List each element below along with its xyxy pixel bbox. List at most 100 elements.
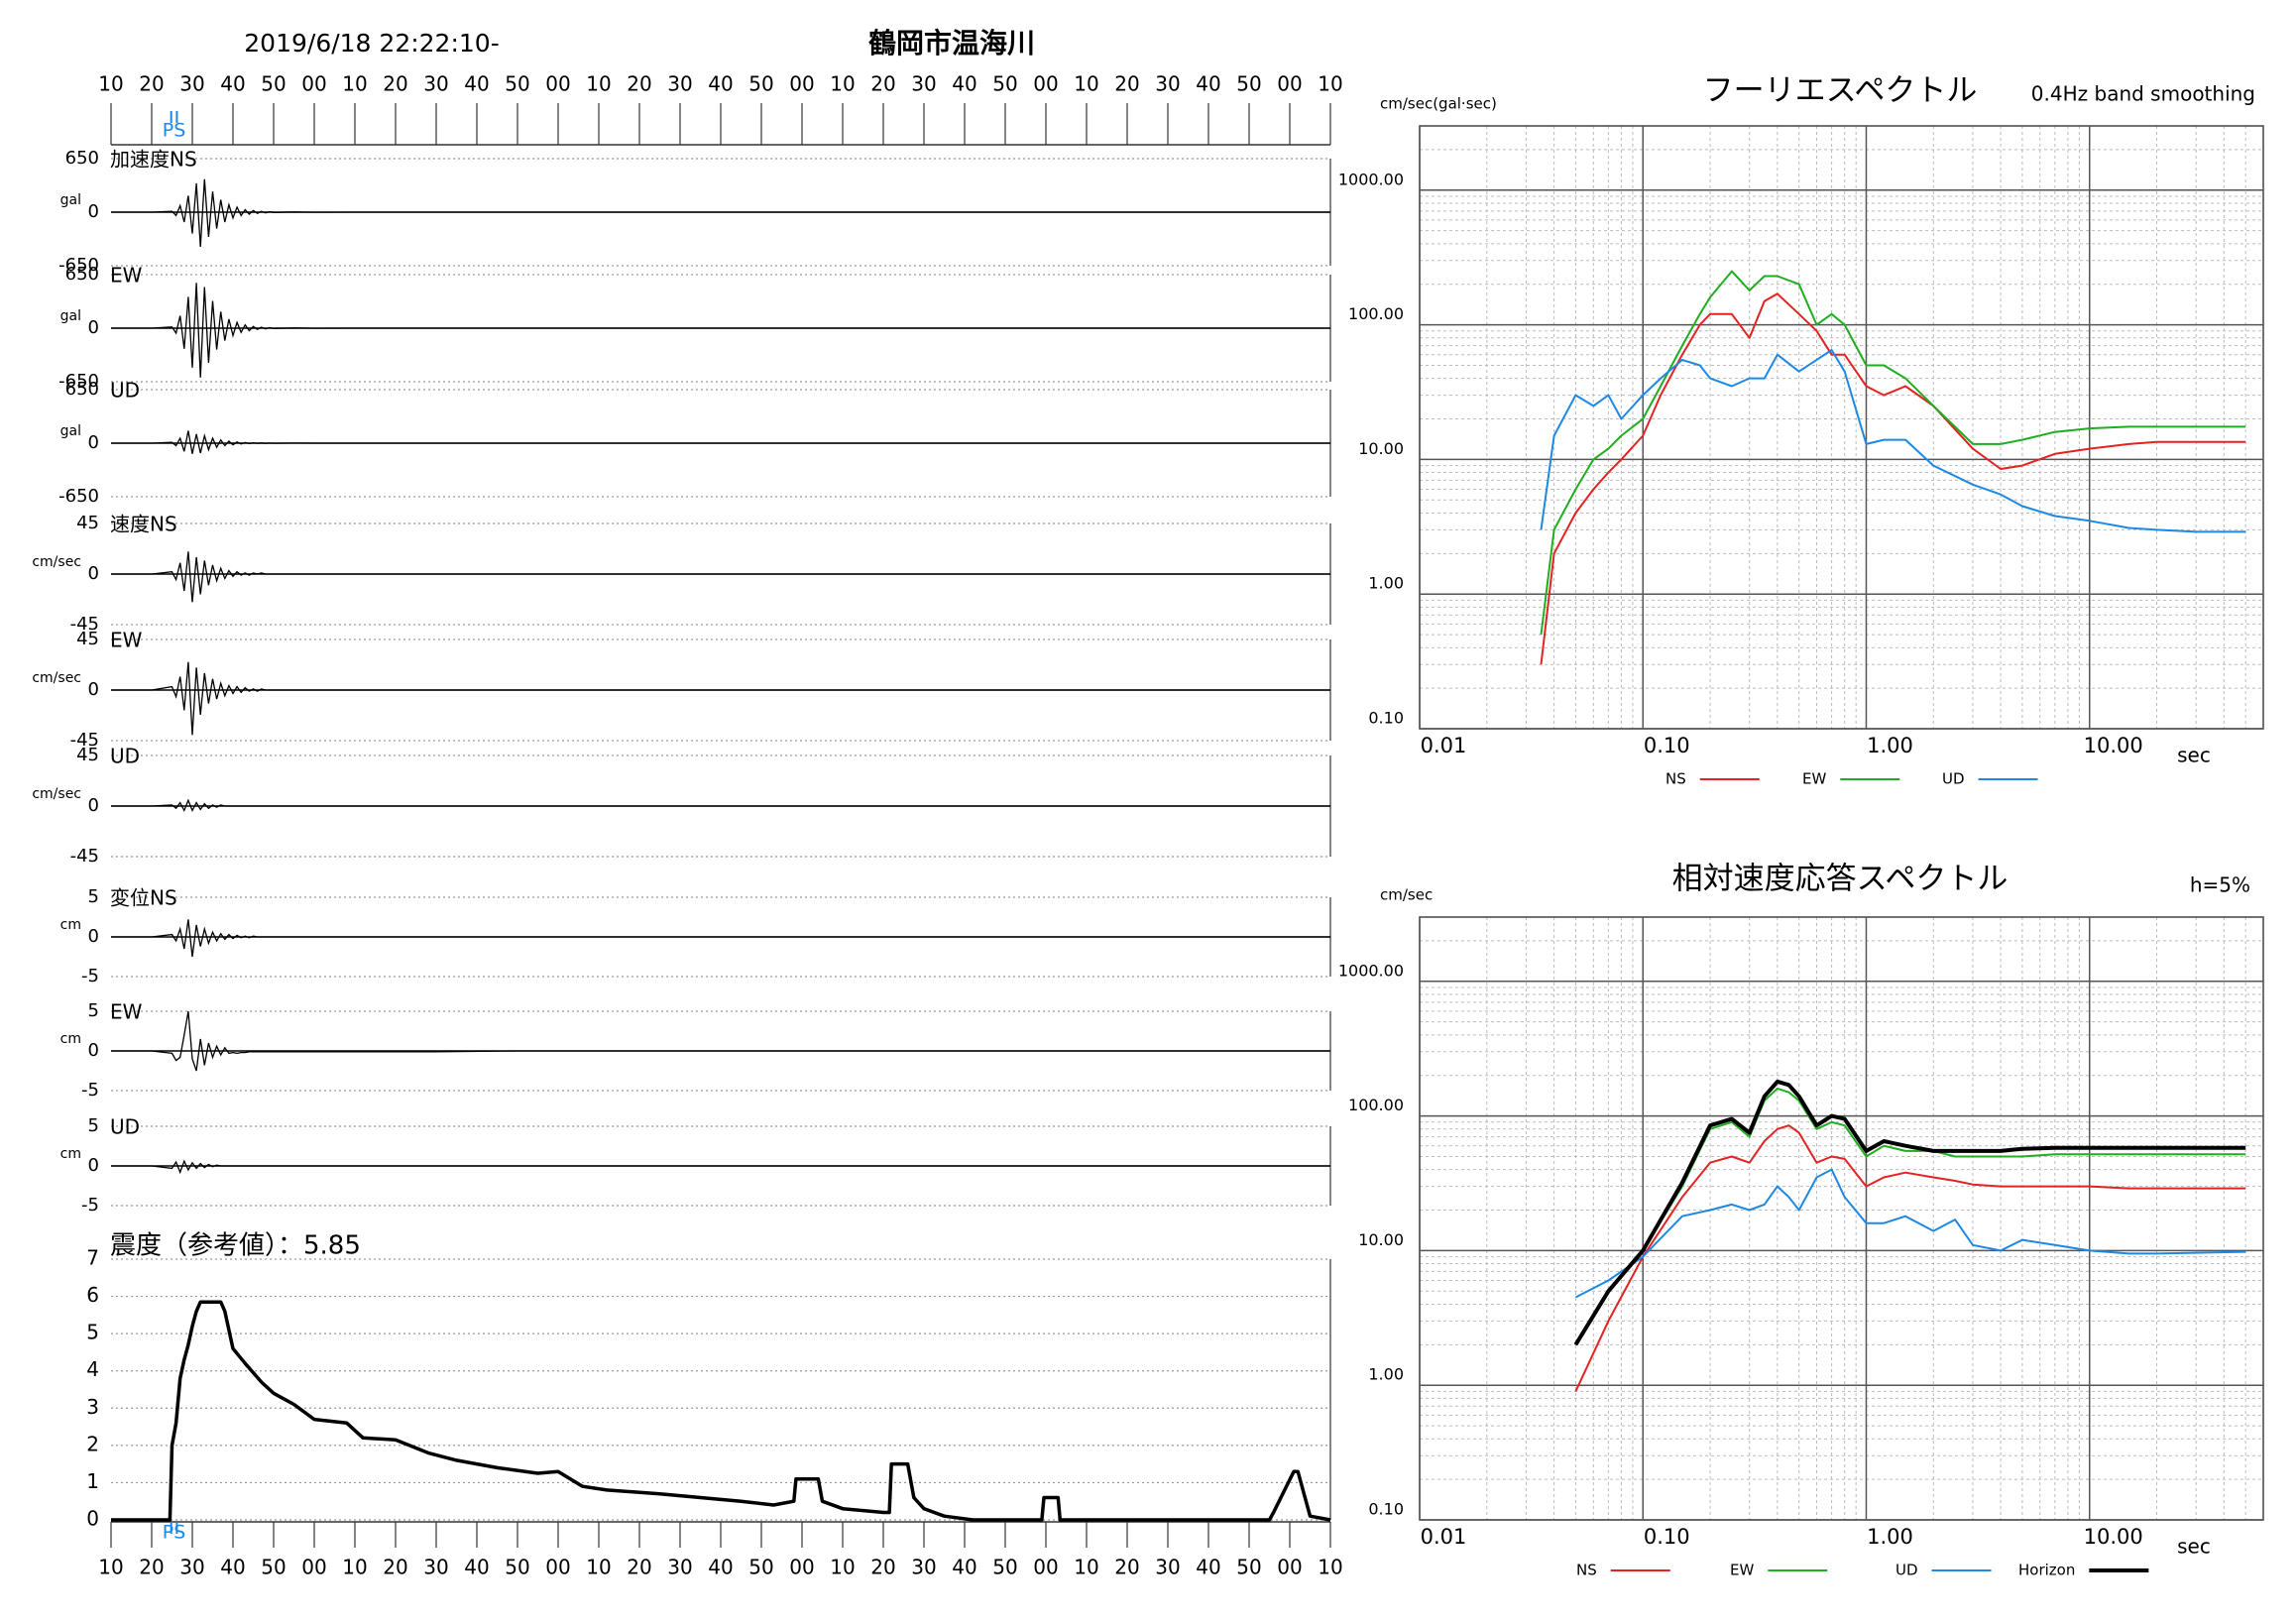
time-tick-label: 40: [952, 72, 976, 96]
series-line: [1540, 270, 2246, 636]
y-tick-label: 1.00: [1368, 1365, 1404, 1384]
panel-label: UD: [110, 379, 140, 403]
time-tick-label: 00: [789, 72, 814, 96]
start-time: 2019/6/18 22:22:10-: [244, 29, 499, 58]
time-tick-label: 20: [870, 1556, 895, 1579]
response-title: 相対速度応答スペクトル: [1672, 862, 2009, 897]
y-tick-label: 45: [76, 513, 99, 533]
time-tick-label: 00: [545, 1556, 570, 1579]
y-tick-label: 2: [86, 1432, 99, 1455]
unit-label: cm/sec: [32, 670, 81, 686]
time-tick-label: 30: [911, 1556, 936, 1579]
time-tick-label: 50: [748, 1556, 773, 1579]
time-tick-label: 10: [98, 1556, 123, 1579]
legend-label: UD: [1895, 1562, 1918, 1579]
time-tick-label: 10: [1074, 72, 1098, 96]
time-tick-label: 50: [261, 1556, 286, 1579]
time-tick-label: 40: [464, 72, 489, 96]
x-tick-label: 0.01: [1421, 1525, 1467, 1549]
x-tick-label: 10.00: [2084, 734, 2143, 757]
time-tick-label: 30: [911, 72, 936, 96]
time-tick-label: 30: [179, 72, 204, 96]
unit-label: gal: [60, 192, 81, 208]
waveform: [111, 798, 1330, 813]
time-tick-label: 20: [139, 72, 164, 96]
time-tick-label: 00: [1033, 72, 1058, 96]
time-tick-label: 00: [789, 1556, 814, 1579]
time-tick-label: 00: [1277, 72, 1302, 96]
time-tick-label: 40: [952, 1556, 976, 1579]
y-tick-label: 100.00: [1348, 304, 1404, 323]
time-tick-label: 00: [1033, 1556, 1058, 1579]
time-tick-label: 30: [667, 1556, 692, 1579]
time-tick-label: 30: [1155, 72, 1180, 96]
time-tick-label: 20: [627, 72, 651, 96]
legend-label: Horizon: [2018, 1562, 2075, 1579]
y-tick-label: 0: [88, 432, 99, 453]
x-tick-label: 0.01: [1421, 734, 1467, 757]
panel-label: EW: [110, 1000, 143, 1024]
x-tick-label: 10.00: [2084, 1525, 2143, 1549]
waveform: [111, 661, 1330, 736]
y-tick-label: 0: [88, 1040, 99, 1061]
panel-label: 変位NS: [110, 886, 177, 910]
waveform: [111, 551, 1330, 603]
unit-label: gal: [60, 308, 81, 324]
y-tick-label: -5: [81, 1080, 99, 1101]
unit-label: cm: [60, 917, 81, 933]
fourier-y-label: cm/sec(gal·sec): [1380, 95, 1497, 113]
time-tick-label: 50: [748, 72, 773, 96]
y-tick-label: 10.00: [1358, 1230, 1404, 1249]
panel-label: EW: [110, 264, 143, 288]
time-tick-label: 10: [586, 1556, 611, 1579]
y-tick-label: 45: [76, 629, 99, 649]
fourier-subtitle: 0.4Hz band smoothing: [2031, 82, 2255, 106]
y-tick-label: 10.00: [1358, 439, 1404, 458]
panel-label: 加速度NS: [110, 148, 197, 172]
fourier-title: フーリエスペクトル: [1703, 73, 1978, 109]
time-tick-label: 10: [586, 72, 611, 96]
time-tick-label: 10: [1318, 1556, 1342, 1579]
y-tick-label: 0.10: [1368, 709, 1404, 728]
intensity-title: 震度（参考値）：5.85: [110, 1231, 361, 1261]
y-tick-label: 5: [86, 1321, 99, 1344]
time-tick-label: 20: [1114, 72, 1139, 96]
y-tick-label: 0: [88, 926, 99, 947]
waveform: [111, 178, 1330, 247]
panel-label: UD: [110, 745, 140, 768]
series-line: [1540, 292, 2246, 665]
time-tick-label: 10: [342, 1556, 367, 1579]
time-tick-label: 10: [830, 72, 855, 96]
y-tick-label: -5: [81, 1195, 99, 1216]
y-tick-label: 650: [65, 264, 99, 285]
waveform: [111, 283, 1330, 378]
y-tick-label: 0: [88, 201, 99, 222]
time-tick-label: 20: [139, 1556, 164, 1579]
time-tick-label: 40: [220, 1556, 245, 1579]
y-tick-label: 3: [86, 1395, 99, 1419]
time-tick-label: 40: [1196, 72, 1220, 96]
legend-label: UD: [1942, 770, 1965, 788]
series-line: [1574, 1087, 2246, 1345]
y-tick-label: 0: [86, 1507, 99, 1531]
unit-label: cm: [60, 1031, 81, 1047]
y-tick-label: 45: [76, 745, 99, 765]
x-tick-label: 0.10: [1644, 1525, 1690, 1549]
panel-label: UD: [110, 1115, 140, 1139]
waveform: [111, 1159, 1330, 1175]
response-y-label: cm/sec: [1380, 886, 1433, 904]
time-tick-label: 40: [1196, 1556, 1220, 1579]
time-tick-label: 00: [1277, 1556, 1302, 1579]
y-tick-label: -45: [70, 846, 99, 867]
response-x-label: sec: [2177, 1535, 2211, 1559]
y-tick-label: -45: [70, 730, 99, 751]
x-tick-label: 1.00: [1867, 1525, 1913, 1549]
legend-label: EW: [1802, 770, 1826, 788]
time-tick-label: 30: [179, 1556, 204, 1579]
time-tick-label: 20: [870, 72, 895, 96]
legend-label: NS: [1576, 1562, 1597, 1579]
y-tick-label: 1.00: [1368, 574, 1404, 593]
panel-label: 速度NS: [110, 513, 177, 536]
